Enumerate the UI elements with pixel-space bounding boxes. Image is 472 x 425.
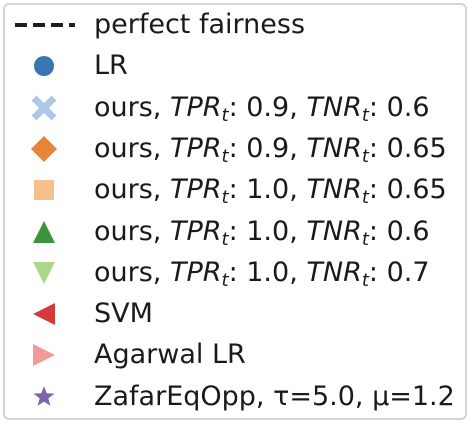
legend-label-part: : 0.7	[368, 256, 430, 288]
legend-label: ours, TPRt: 1.0, TNRt: 0.7	[94, 253, 430, 293]
square-marker-icon	[34, 180, 54, 201]
legend-marker	[33, 344, 55, 367]
legend-label-part: : 1.0,	[228, 174, 307, 206]
legend-entry: Agarwal LR	[5, 335, 465, 375]
legend-label-part: : 0.6	[368, 215, 430, 247]
legend-label-part: perfect fairness	[94, 9, 306, 40]
legend-label-part: t	[361, 187, 369, 209]
star-marker-icon	[33, 385, 55, 406]
legend-label: LR	[94, 46, 128, 86]
triangle-down-marker-icon	[33, 261, 55, 284]
legend-label-part: TPR	[169, 174, 222, 206]
diamond-marker-icon	[31, 135, 57, 162]
legend-label-part: t	[221, 228, 229, 250]
legend-label-part: ours,	[94, 174, 170, 206]
legend-label-part: t	[361, 145, 369, 167]
legend-label-part: : 0.65	[368, 132, 447, 164]
legend-label: ours, TPRt: 1.0, TNRt: 0.65	[94, 170, 447, 210]
legend-label-part: : 0.65	[368, 174, 447, 206]
legend-label: ours, TPRt: 1.0, TNRt: 0.6	[94, 212, 430, 252]
legend-marker	[31, 95, 57, 121]
legend-marker	[33, 261, 55, 284]
legend-entry: LR	[5, 46, 465, 86]
legend-label-part: t	[221, 187, 229, 209]
chart-legend: perfect fairness LR ours, TPRt: 0.9, TNRt:…	[3, 3, 467, 420]
legend-label-part: ZafarEqOpp, τ=5.0, μ=1.2	[94, 380, 455, 412]
legend-entry: ours, TPRt: 1.0, TNRt: 0.65	[5, 170, 465, 210]
legend-label-part: : 0.9,	[228, 91, 307, 123]
legend-marker	[34, 180, 54, 201]
legend-label-part: t	[221, 145, 229, 167]
legend-marker	[34, 56, 54, 77]
legend-label-part: TPR	[169, 215, 222, 247]
legend-label-part: TPR	[169, 256, 222, 288]
legend-label-part: t	[361, 269, 369, 291]
legend-marker	[33, 385, 55, 406]
legend-entry: ours, TPRt: 1.0, TNRt: 0.7	[5, 253, 465, 293]
legend-entry: ours, TPRt: 0.9, TNRt: 0.6	[5, 88, 465, 128]
legend-entry: ours, TPRt: 1.0, TNRt: 0.6	[5, 212, 465, 252]
triangle-right-marker-icon	[33, 344, 55, 367]
legend-label-part: SVM	[94, 298, 153, 330]
legend-label: ours, TPRt: 0.9, TNRt: 0.65	[94, 129, 447, 169]
legend-label-part: Agarwal LR	[94, 339, 246, 371]
legend-entry: ZafarEqOpp, τ=5.0, μ=1.2	[5, 377, 465, 417]
legend-label-part: t	[361, 228, 369, 250]
legend-label-part: ours,	[94, 215, 170, 247]
legend-label: ZafarEqOpp, τ=5.0, μ=1.2	[94, 377, 455, 417]
legend-marker	[33, 220, 55, 243]
legend-label: SVM	[94, 294, 153, 334]
legend-entry: SVM	[5, 294, 465, 334]
legend-label: perfect fairness	[94, 5, 305, 45]
legend-label-part: TNR	[306, 132, 362, 164]
dashed-line-icon	[15, 23, 75, 27]
legend-entry: perfect fairness	[5, 5, 465, 45]
legend-label-part: : 1.0,	[228, 256, 307, 288]
legend-label-part: TNR	[306, 256, 362, 288]
legend-entry: ours, TPRt: 0.9, TNRt: 0.65	[5, 129, 465, 169]
legend-label-part: LR	[94, 50, 128, 82]
legend-label-part: ours,	[94, 256, 170, 288]
legend-label-part: TNR	[306, 215, 362, 247]
legend-label-part: : 0.9,	[228, 132, 307, 164]
legend-label-part: TPR	[169, 91, 222, 123]
circle-marker-icon	[34, 56, 54, 77]
legend-label-part: ours,	[94, 132, 170, 164]
legend-label-part: ours,	[94, 91, 170, 123]
legend-label-part: TNR	[306, 91, 362, 123]
legend-label-part: : 0.6	[368, 91, 430, 123]
legend-marker	[31, 135, 57, 162]
triangle-left-marker-icon	[33, 303, 55, 326]
legend-label: Agarwal LR	[94, 335, 246, 375]
legend-label-part: : 1.0,	[228, 215, 307, 247]
legend-label-part: t	[361, 104, 369, 126]
legend-marker	[33, 303, 55, 326]
legend-label-part: TNR	[306, 174, 362, 206]
legend-label-part: t	[221, 104, 229, 126]
x-marker-icon	[31, 95, 57, 121]
legend-label: ours, TPRt: 0.9, TNRt: 0.6	[94, 88, 430, 128]
legend-label-part: TPR	[169, 132, 222, 164]
triangle-up-marker-icon	[33, 220, 55, 243]
legend-label-part: t	[221, 269, 229, 291]
